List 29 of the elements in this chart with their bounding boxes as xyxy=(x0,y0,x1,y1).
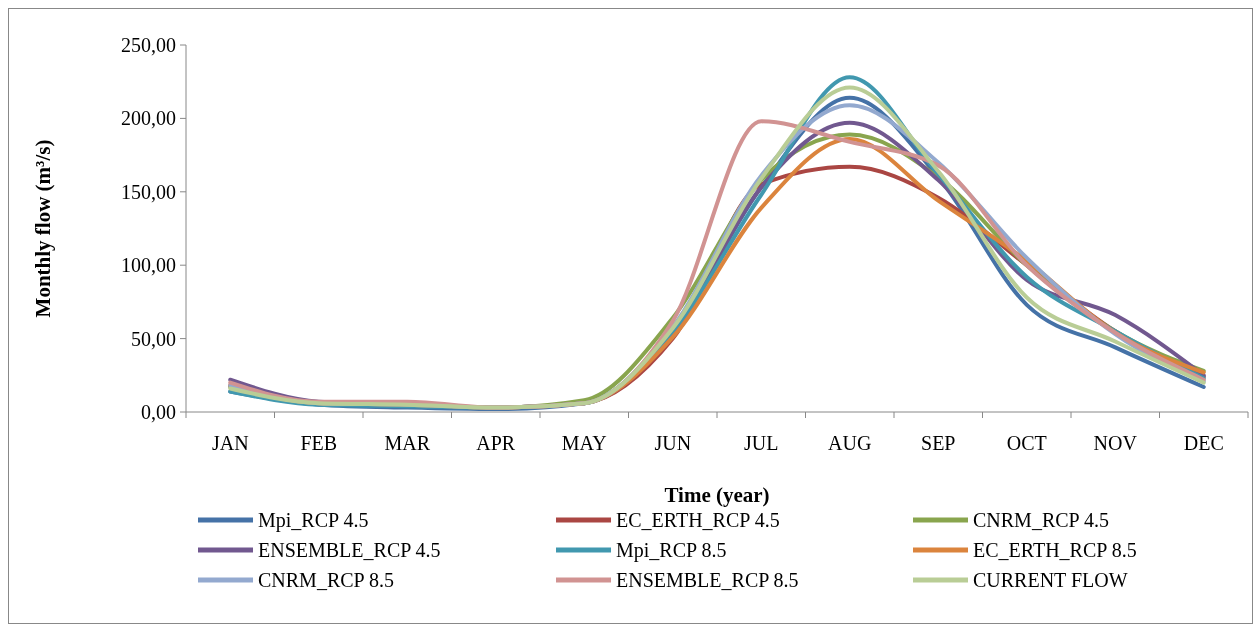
legend-label: EC_ERTH_RCP 4.5 xyxy=(616,509,780,531)
x-tick-label: APR xyxy=(476,432,516,454)
legend-label: ENSEMBLE_RCP 4.5 xyxy=(258,539,441,561)
y-axis-title: Monthly flow (m³/s) xyxy=(31,139,55,318)
y-tick-label: 50,00 xyxy=(131,327,176,350)
legend-label: EC_ERTH_RCP 8.5 xyxy=(973,539,1137,561)
legend-label: ENSEMBLE_RCP 8.5 xyxy=(616,569,799,591)
legend-label: CNRM_RCP 8.5 xyxy=(258,569,394,591)
x-tick-label: FEB xyxy=(300,432,338,454)
x-tick-label: MAR xyxy=(384,432,431,454)
x-tick-label: OCT xyxy=(1006,432,1047,454)
legend-label: CURRENT FLOW xyxy=(973,569,1128,591)
legend-label: Mpi_RCP 8.5 xyxy=(616,539,727,562)
x-tick-label: JAN xyxy=(211,432,249,454)
x-tick-label: MAY xyxy=(561,432,607,454)
x-tick-label: SEP xyxy=(921,432,956,454)
y-tick-label: 150,00 xyxy=(121,180,176,203)
x-tick-label: JUN xyxy=(654,432,692,454)
x-tick-label: JUL xyxy=(744,432,779,454)
legend-label: CNRM_RCP 4.5 xyxy=(973,509,1109,531)
legend-label: Mpi_RCP 4.5 xyxy=(258,509,369,532)
x-tick-label: NOV xyxy=(1093,432,1138,454)
x-axis-title: Time (year) xyxy=(664,483,770,507)
y-tick-label: 200,00 xyxy=(121,107,176,130)
y-tick-label: 100,00 xyxy=(121,254,176,277)
x-tick-label: AUG xyxy=(828,432,872,454)
y-tick-label: 0,00 xyxy=(141,401,176,423)
y-tick-label: 250,00 xyxy=(121,34,176,56)
x-tick-label: DEC xyxy=(1183,432,1224,454)
